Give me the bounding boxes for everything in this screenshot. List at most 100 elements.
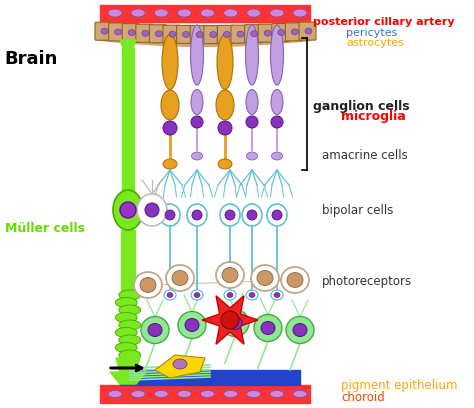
Ellipse shape bbox=[142, 30, 149, 36]
Ellipse shape bbox=[223, 31, 230, 38]
Ellipse shape bbox=[251, 265, 279, 291]
Ellipse shape bbox=[271, 25, 283, 85]
Ellipse shape bbox=[217, 35, 233, 89]
Ellipse shape bbox=[137, 194, 167, 226]
Ellipse shape bbox=[201, 9, 215, 17]
Ellipse shape bbox=[169, 31, 176, 37]
Ellipse shape bbox=[293, 324, 307, 337]
Ellipse shape bbox=[154, 390, 168, 397]
Ellipse shape bbox=[292, 29, 299, 35]
Ellipse shape bbox=[163, 159, 177, 169]
Ellipse shape bbox=[220, 204, 240, 226]
Ellipse shape bbox=[119, 335, 141, 345]
Ellipse shape bbox=[216, 90, 234, 120]
Ellipse shape bbox=[305, 28, 312, 34]
Polygon shape bbox=[110, 372, 146, 384]
Ellipse shape bbox=[196, 31, 203, 38]
Ellipse shape bbox=[160, 204, 180, 226]
Ellipse shape bbox=[271, 116, 283, 128]
Ellipse shape bbox=[148, 324, 162, 337]
Ellipse shape bbox=[272, 152, 283, 160]
Text: pigment epithelium: pigment epithelium bbox=[341, 379, 458, 392]
Ellipse shape bbox=[247, 9, 261, 17]
Ellipse shape bbox=[246, 116, 258, 128]
Text: microglia: microglia bbox=[341, 110, 406, 123]
Ellipse shape bbox=[163, 121, 177, 135]
Ellipse shape bbox=[192, 210, 202, 220]
Ellipse shape bbox=[194, 293, 200, 297]
Ellipse shape bbox=[286, 317, 314, 344]
FancyBboxPatch shape bbox=[149, 25, 166, 43]
Text: posterior cillary artery: posterior cillary artery bbox=[313, 18, 455, 27]
FancyBboxPatch shape bbox=[109, 23, 126, 41]
Ellipse shape bbox=[145, 203, 159, 217]
FancyBboxPatch shape bbox=[258, 24, 275, 42]
Ellipse shape bbox=[224, 290, 236, 300]
Ellipse shape bbox=[224, 390, 237, 397]
FancyBboxPatch shape bbox=[299, 22, 316, 40]
Ellipse shape bbox=[115, 29, 122, 35]
Ellipse shape bbox=[271, 290, 283, 300]
Ellipse shape bbox=[161, 90, 179, 120]
Ellipse shape bbox=[274, 293, 280, 297]
Ellipse shape bbox=[270, 390, 284, 397]
FancyBboxPatch shape bbox=[122, 24, 139, 42]
Ellipse shape bbox=[246, 290, 258, 300]
Ellipse shape bbox=[172, 271, 188, 286]
Ellipse shape bbox=[113, 190, 143, 230]
Ellipse shape bbox=[167, 293, 173, 297]
Ellipse shape bbox=[173, 359, 187, 369]
Ellipse shape bbox=[287, 273, 303, 288]
Ellipse shape bbox=[154, 9, 168, 17]
Ellipse shape bbox=[119, 320, 141, 330]
Text: ganglion cells: ganglion cells bbox=[313, 100, 410, 113]
Ellipse shape bbox=[178, 311, 206, 339]
Polygon shape bbox=[202, 296, 258, 344]
Ellipse shape bbox=[115, 313, 137, 322]
Ellipse shape bbox=[201, 390, 215, 397]
Ellipse shape bbox=[119, 290, 141, 300]
Ellipse shape bbox=[177, 390, 191, 397]
Text: amacrine cells: amacrine cells bbox=[322, 149, 408, 162]
Ellipse shape bbox=[242, 204, 262, 226]
Text: Brain: Brain bbox=[5, 50, 58, 68]
Text: Müller cells: Müller cells bbox=[5, 222, 85, 235]
Ellipse shape bbox=[162, 35, 178, 89]
Ellipse shape bbox=[164, 290, 176, 300]
Ellipse shape bbox=[191, 89, 203, 115]
Ellipse shape bbox=[108, 9, 122, 17]
Ellipse shape bbox=[185, 319, 199, 331]
Ellipse shape bbox=[254, 315, 282, 341]
Ellipse shape bbox=[128, 30, 135, 35]
Text: astrocytes: astrocytes bbox=[346, 38, 404, 48]
Ellipse shape bbox=[177, 9, 191, 17]
Ellipse shape bbox=[140, 277, 156, 293]
Ellipse shape bbox=[249, 293, 255, 297]
Text: choroid: choroid bbox=[341, 391, 385, 404]
Ellipse shape bbox=[166, 265, 194, 291]
Ellipse shape bbox=[293, 390, 307, 397]
Ellipse shape bbox=[246, 152, 257, 160]
FancyBboxPatch shape bbox=[231, 25, 248, 43]
Ellipse shape bbox=[228, 317, 242, 330]
FancyBboxPatch shape bbox=[190, 26, 207, 44]
Ellipse shape bbox=[187, 204, 207, 226]
Ellipse shape bbox=[278, 29, 285, 35]
Ellipse shape bbox=[247, 210, 257, 220]
Ellipse shape bbox=[191, 152, 202, 160]
FancyBboxPatch shape bbox=[136, 24, 153, 42]
Ellipse shape bbox=[227, 293, 233, 297]
FancyBboxPatch shape bbox=[163, 25, 180, 43]
Ellipse shape bbox=[270, 9, 284, 17]
Ellipse shape bbox=[246, 89, 258, 115]
Ellipse shape bbox=[115, 342, 137, 353]
FancyBboxPatch shape bbox=[204, 26, 221, 44]
Ellipse shape bbox=[257, 271, 273, 286]
Ellipse shape bbox=[281, 267, 309, 293]
Ellipse shape bbox=[141, 317, 169, 344]
Ellipse shape bbox=[261, 322, 275, 335]
FancyBboxPatch shape bbox=[245, 25, 262, 43]
Ellipse shape bbox=[222, 268, 238, 282]
Text: bipolar cells: bipolar cells bbox=[322, 204, 394, 217]
Ellipse shape bbox=[247, 390, 261, 397]
